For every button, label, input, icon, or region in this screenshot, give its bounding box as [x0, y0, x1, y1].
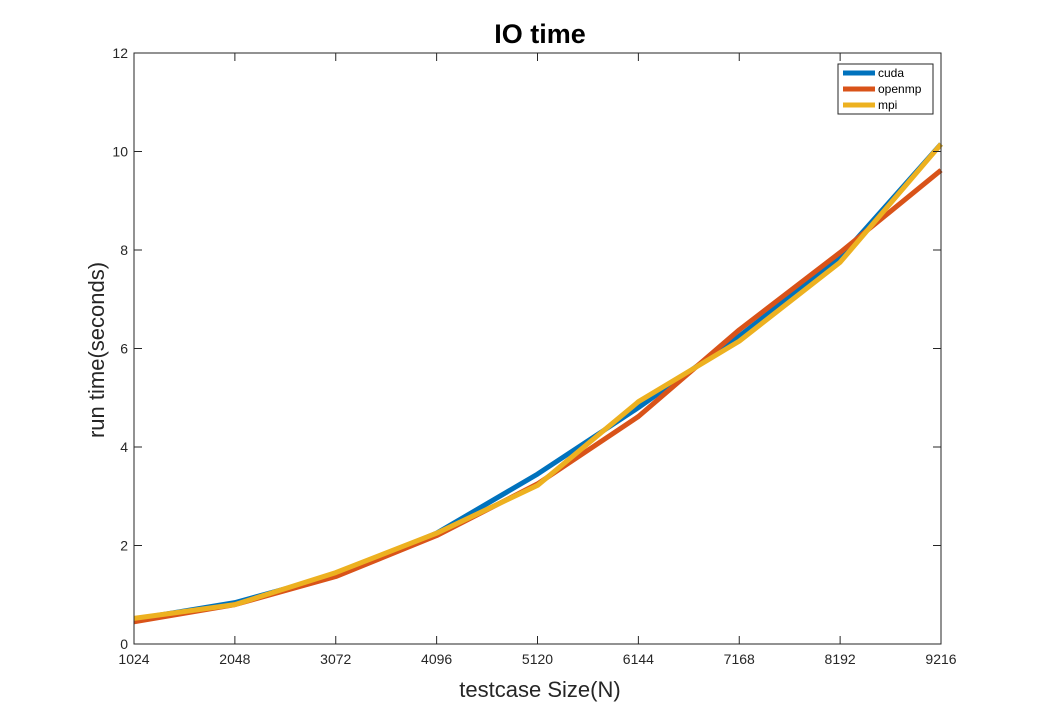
x-tick-label: 7168	[724, 651, 755, 667]
y-axis-label: run time(seconds)	[84, 262, 109, 438]
x-tick-label: 6144	[623, 651, 654, 667]
legend-label-mpi: mpi	[878, 98, 897, 112]
chart-title: IO time	[494, 19, 586, 49]
x-axis-label: testcase Size(N)	[459, 677, 620, 702]
series-layer	[133, 142, 943, 625]
legend-label-cuda: cuda	[878, 66, 904, 80]
x-tick-label: 4096	[421, 651, 452, 667]
x-tick-label: 5120	[522, 651, 553, 667]
legend-label-openmp: openmp	[878, 82, 922, 96]
axes-layer: 1024 2048 3072 4096 5120 6144 7168 8192 9216 0 2 4 6…	[112, 45, 956, 667]
x-tick-label: 1024	[118, 651, 149, 667]
y-tick-label: 0	[120, 636, 128, 652]
x-tick-label: 3072	[320, 651, 351, 667]
y-tick-label: 6	[120, 341, 128, 357]
y-tick-label: 4	[120, 439, 128, 455]
y-tick-label: 10	[112, 144, 128, 160]
legend: cuda openmp mpi	[837, 63, 934, 115]
series-line-mpi	[133, 142, 943, 621]
x-tick-label: 8192	[825, 651, 856, 667]
x-tick-label: 2048	[219, 651, 250, 667]
y-tick-label: 8	[120, 242, 128, 258]
y-tick-label: 2	[120, 538, 128, 554]
x-tick-label: 9216	[925, 651, 956, 667]
y-tick-label: 12	[112, 45, 128, 61]
